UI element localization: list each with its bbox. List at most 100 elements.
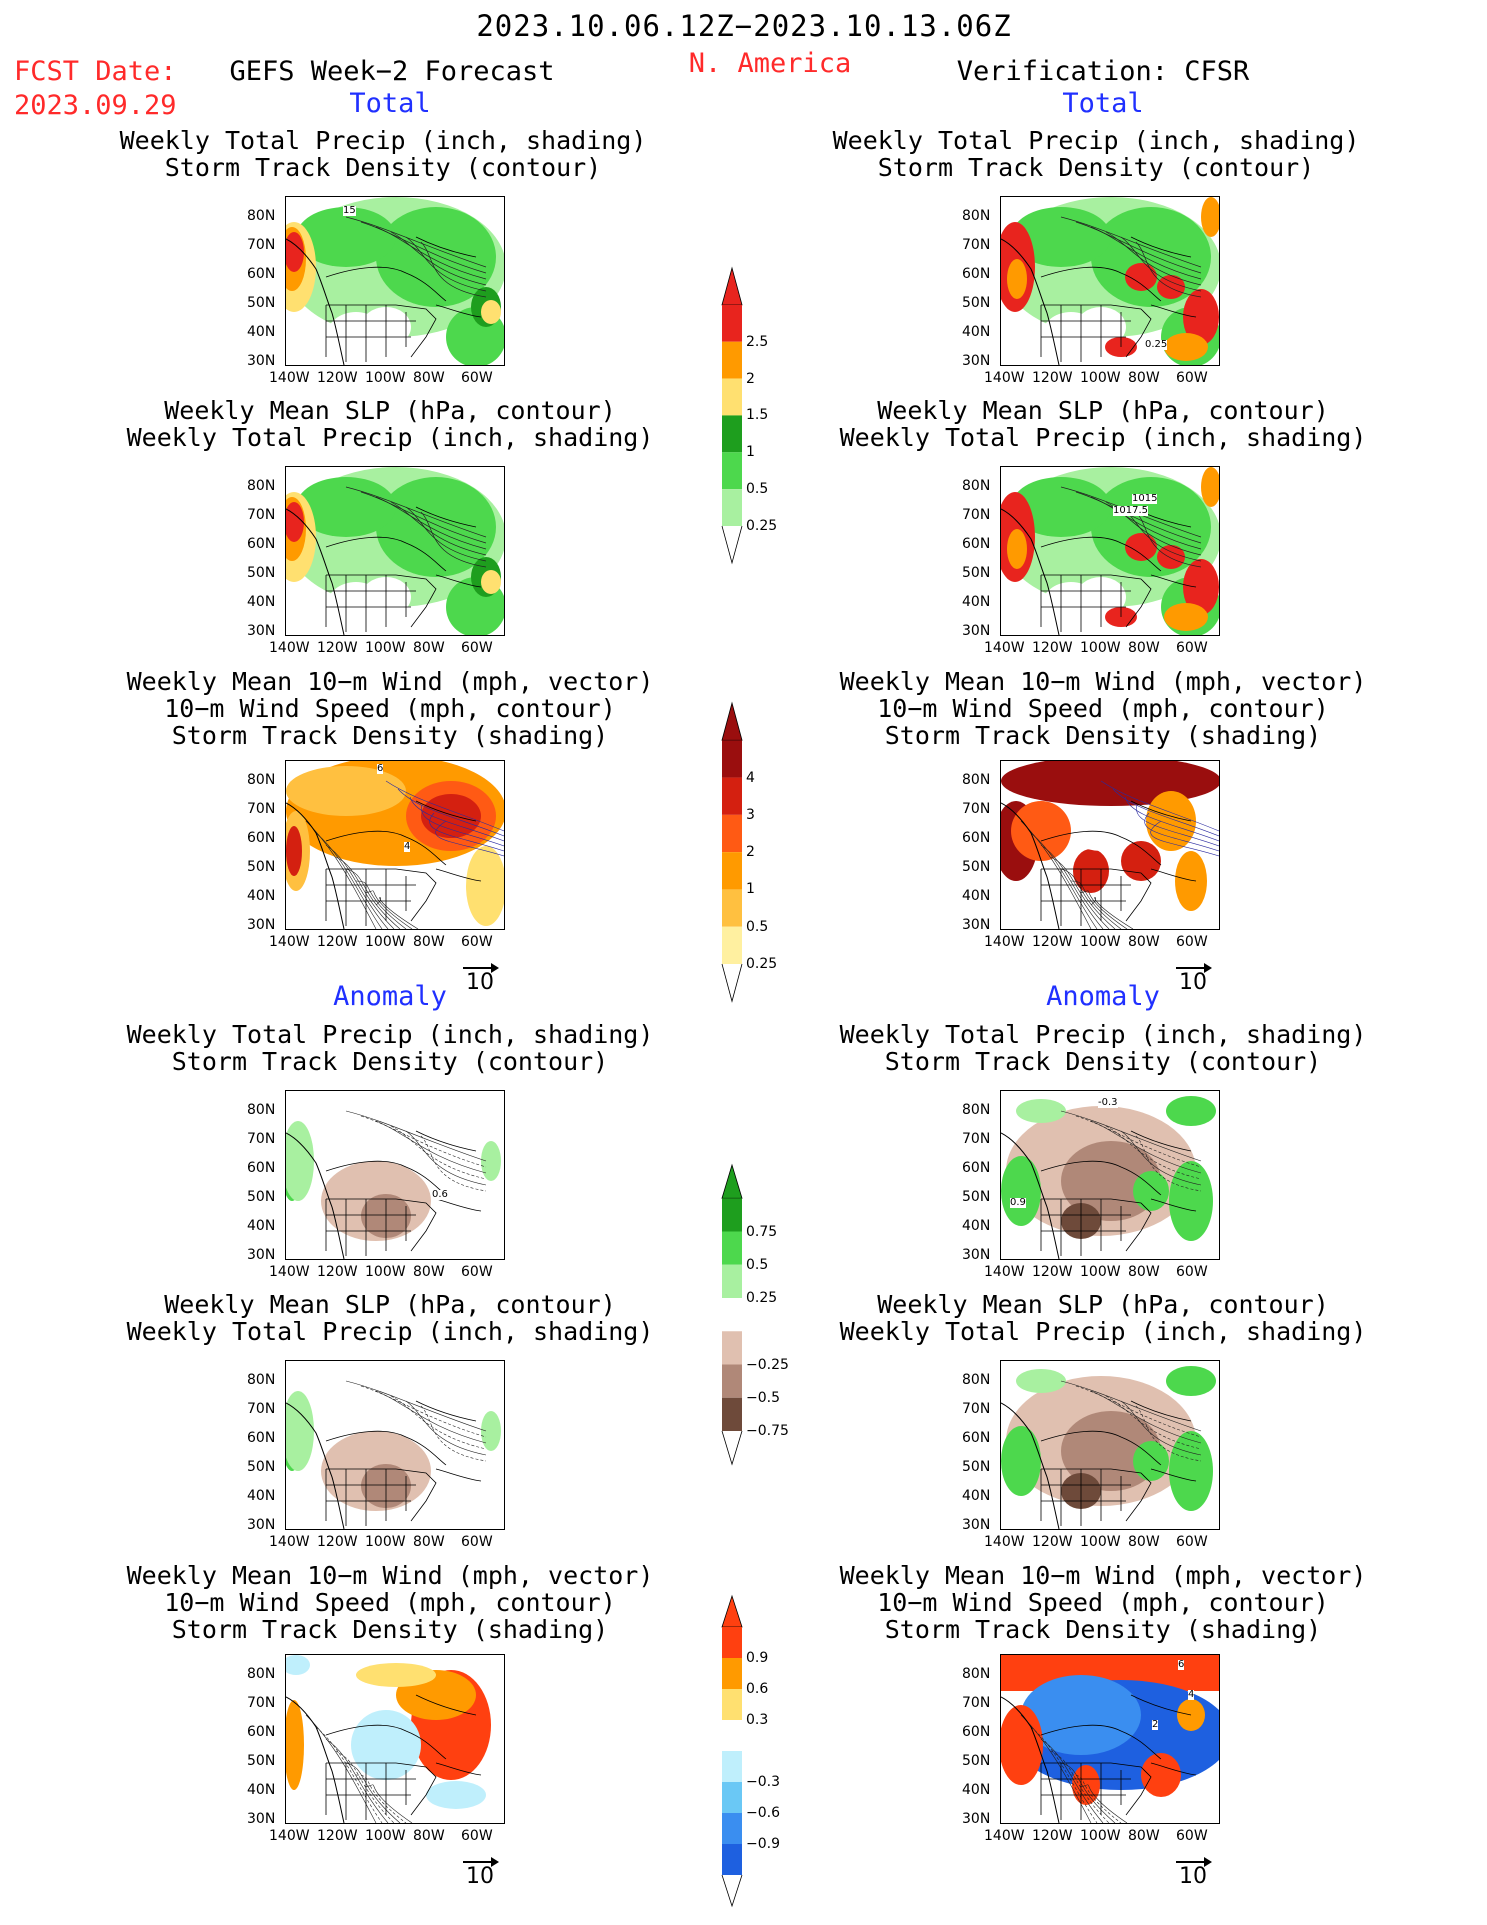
panel-title-r4: Weekly Total Precip (inch, shading) Storm…	[839, 1020, 1367, 1076]
lat-tick-label: 30N	[247, 1517, 276, 1533]
model-title: GEFS Week−2 Forecast	[229, 56, 555, 87]
wind-contour	[1030, 832, 1098, 929]
fcst-date-label: FCST Date:	[14, 56, 177, 87]
panel-title-l1: Weekly Total Precip (inch, shading) Storm…	[119, 126, 647, 182]
lat-tick-label: 60N	[247, 1160, 276, 1176]
contour-label: 4	[404, 841, 411, 852]
precip-shade-red	[1183, 559, 1219, 615]
wind-vector-line	[1144, 812, 1219, 852]
colorbar-cap	[721, 701, 743, 741]
contour-line	[1135, 1135, 1202, 1192]
coastline	[1040, 236, 1197, 318]
colorbar-cap	[721, 1594, 743, 1628]
colorbar-swatch	[722, 1689, 742, 1720]
lat-tick-label: 50N	[962, 1753, 991, 1769]
colorbar-label: 3	[746, 806, 755, 823]
lon-tick-label: 60W	[1176, 1828, 1208, 1844]
contour-line	[420, 1135, 487, 1192]
lat-tick-label: 80N	[247, 1372, 276, 1388]
contour-label: 15	[343, 205, 356, 216]
lon-tick-label: 120W	[1032, 1264, 1073, 1280]
anom-shade-green	[1001, 1156, 1041, 1226]
map-panel-l3	[285, 760, 505, 930]
lat-tick-label: 60N	[962, 1160, 991, 1176]
lon-tick-label: 100W	[365, 640, 406, 656]
lat-tick-label: 50N	[247, 859, 276, 875]
wind-contour	[375, 897, 419, 929]
lat-tick-label: 30N	[962, 623, 991, 639]
precip-shade-mid	[1011, 477, 1111, 537]
wind-vector-line	[397, 788, 504, 837]
colorbar-cap	[721, 1874, 743, 1908]
map-panel-l6	[285, 1654, 505, 1824]
contour-line	[1105, 1125, 1202, 1180]
lat-tick-label: 60N	[247, 1430, 276, 1446]
contour-line	[1060, 216, 1202, 268]
track-shade-dark	[1121, 841, 1161, 881]
state-borders	[325, 1198, 437, 1256]
contour-label: 1015	[1132, 493, 1158, 504]
lat-tick-label: 30N	[247, 917, 276, 933]
contour-label: 0.9	[1010, 1197, 1026, 1208]
section-anomaly-left: Anomaly	[333, 981, 447, 1012]
wind-contour	[1070, 880, 1122, 929]
contour-line	[390, 1395, 487, 1450]
wind-contour	[355, 880, 407, 929]
contour-label: 1017.5	[1113, 505, 1148, 516]
coastline	[325, 236, 482, 318]
vector-ref-arrow-r3	[1176, 963, 1212, 973]
lat-tick-label: 30N	[247, 1247, 276, 1263]
lon-tick-label: 100W	[1080, 640, 1121, 656]
state-borders	[325, 304, 437, 362]
lat-tick-label: 80N	[247, 772, 276, 788]
lat-tick-label: 50N	[247, 1189, 276, 1205]
contour-line	[1135, 1405, 1202, 1462]
track-shade-dark	[421, 794, 481, 838]
track-shade-orange	[1175, 851, 1207, 911]
wind-contour	[325, 844, 389, 929]
vector-ref-arrow-r6	[1176, 1857, 1212, 1867]
panel-title-l4: Weekly Total Precip (inch, shading) Storm…	[126, 1020, 654, 1076]
colorbar-cap	[721, 1430, 743, 1466]
lon-tick-label: 80W	[413, 640, 445, 656]
lon-tick-label: 60W	[1176, 934, 1208, 950]
state-borders	[1040, 574, 1152, 632]
anom-shade-lgreen	[1016, 1369, 1066, 1393]
contour-line	[1060, 1380, 1202, 1432]
precip-shade-red	[1125, 263, 1157, 291]
lat-tick-label: 70N	[247, 801, 276, 817]
lat-tick-label: 50N	[247, 565, 276, 581]
contour-line	[1135, 511, 1202, 568]
contour-line	[1060, 1110, 1202, 1162]
lat-tick-label: 80N	[962, 208, 991, 224]
lat-tick-label: 30N	[962, 1247, 991, 1263]
lon-tick-label: 120W	[1032, 934, 1073, 950]
wind-contour	[1020, 820, 1092, 929]
anom-shade-green	[1166, 1366, 1216, 1396]
wind-contour	[315, 1726, 383, 1823]
contour-line	[405, 236, 487, 292]
coastline	[325, 800, 482, 882]
lat-tick-label: 50N	[962, 565, 991, 581]
coastline	[286, 508, 345, 635]
lat-tick-label: 70N	[247, 1695, 276, 1711]
colorbar-swatch	[722, 1782, 742, 1813]
wanom-shade-red	[1001, 1705, 1043, 1785]
lon-tick-label: 80W	[413, 1534, 445, 1550]
colorbar-swatch	[722, 926, 742, 964]
lon-tick-label: 120W	[1032, 1828, 1073, 1844]
lon-tick-label: 100W	[365, 1534, 406, 1550]
lat-tick-label: 60N	[962, 1724, 991, 1740]
colorbar-swatch	[722, 1844, 742, 1875]
map-panel-l5	[285, 1360, 505, 1530]
colorbar-swatch	[722, 777, 742, 815]
contour-line	[405, 506, 487, 562]
contour-line	[345, 486, 487, 538]
wind-contour	[1060, 868, 1116, 929]
lon-tick-label: 100W	[1080, 1828, 1121, 1844]
panel-title-r5: Weekly Mean SLP (hPa, contour) Weekly Tot…	[839, 1290, 1367, 1346]
state-borders	[325, 868, 437, 926]
wanom-shade-lblue	[351, 1710, 421, 1780]
lon-tick-label: 140W	[269, 370, 310, 386]
state-borders	[325, 1762, 437, 1820]
